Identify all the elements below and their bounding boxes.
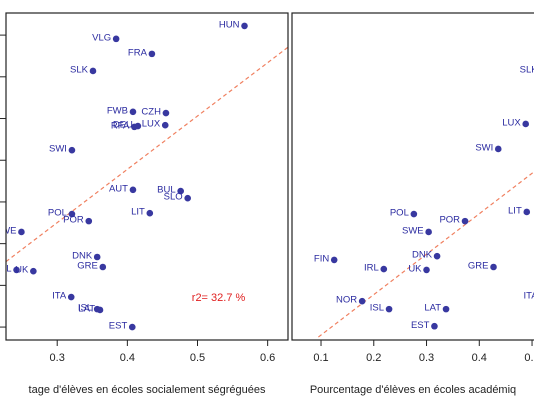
point-label: ISL <box>370 303 384 314</box>
point-label: SLK <box>520 64 534 75</box>
annotation: r2= 32.7 % <box>192 292 246 304</box>
point <box>112 35 120 43</box>
point-label: POR <box>439 215 460 226</box>
x-axis-label: tage d'élèves en écoles socialement ségr… <box>29 384 266 396</box>
point-label: LIT <box>131 207 145 218</box>
point-label: SWI <box>475 142 493 153</box>
x-tick-label: 0.4 <box>472 352 487 364</box>
point <box>128 323 136 331</box>
point-label: LAT <box>78 303 95 314</box>
point-label: SWE <box>0 225 16 236</box>
point <box>129 186 137 194</box>
point <box>146 209 154 217</box>
x-tick-label: 0.6 <box>260 352 275 364</box>
point <box>96 306 104 314</box>
x-tick-label: 0.3 <box>50 352 65 364</box>
point <box>129 108 137 116</box>
point <box>30 267 37 275</box>
point-label: SLK <box>70 64 89 75</box>
point-label: NOR <box>336 295 357 306</box>
point <box>162 109 170 117</box>
point-label: EST <box>411 320 430 331</box>
point-label: CZH <box>141 107 161 118</box>
point-label: UK <box>15 265 29 276</box>
point <box>13 266 20 274</box>
point-label: LAT <box>424 303 441 314</box>
point-label: DNK <box>72 251 93 262</box>
point <box>380 265 388 273</box>
point <box>358 297 366 305</box>
point <box>68 146 76 154</box>
point-label: SLO <box>164 192 183 203</box>
x-tick-label: 0.5 <box>190 352 205 364</box>
point <box>85 217 93 225</box>
point <box>494 145 502 153</box>
x-tick-label: 0.5 <box>524 352 534 364</box>
point <box>177 187 184 195</box>
point <box>184 194 191 202</box>
point <box>68 210 76 218</box>
point-label: FIN <box>314 253 329 264</box>
point-label: DEU <box>113 120 133 131</box>
point <box>148 50 156 58</box>
point-label: FWB <box>107 105 128 116</box>
panel: SLK LUX SWI POL POR LIT SWE DNK FIN IRL UK GRE ITA NO… <box>314 64 534 338</box>
point <box>433 252 441 260</box>
panel-frame <box>5 12 289 341</box>
point <box>490 263 497 271</box>
point-label: ISL <box>78 303 92 314</box>
point <box>431 322 438 330</box>
point <box>461 217 469 225</box>
point <box>522 120 530 128</box>
point-label: SWE <box>402 225 424 236</box>
point <box>425 228 432 236</box>
panel-frame <box>291 12 534 341</box>
point-label: POL <box>390 208 409 219</box>
x-tick-label: 0.4 <box>120 352 135 364</box>
point-label: ITA <box>52 291 67 302</box>
point-label: AUT <box>109 183 128 194</box>
point-label: POR <box>63 215 84 226</box>
point-label: SWI <box>49 144 67 155</box>
point-label: ITA <box>524 291 534 302</box>
point <box>99 263 107 271</box>
point-label: HUN <box>219 19 240 30</box>
point <box>442 305 450 313</box>
point-label: IRL <box>0 263 12 274</box>
point-label: FRA <box>128 47 148 58</box>
point-label: IRL <box>364 263 379 274</box>
trend-line <box>6 46 288 263</box>
point-label: GRE <box>77 261 98 272</box>
point-label: UK <box>408 263 422 274</box>
point-label: DNK <box>412 250 433 261</box>
point <box>241 22 248 30</box>
point <box>385 305 393 313</box>
point-label: GRE <box>468 261 489 272</box>
point <box>523 208 531 216</box>
point <box>18 228 25 236</box>
point <box>89 67 97 75</box>
point <box>93 253 101 261</box>
point <box>330 256 338 264</box>
point-label: LUX <box>502 117 521 128</box>
point-label: EST <box>109 321 128 332</box>
point-label: LIT <box>508 205 522 216</box>
point-label: RFA <box>111 120 130 131</box>
point-label: BUL <box>157 185 175 196</box>
point <box>134 122 142 130</box>
trend-line <box>318 171 534 338</box>
point <box>67 293 75 301</box>
point <box>410 210 418 218</box>
x-axis-label: Pourcentage d'élèves en écoles académiq <box>310 384 516 396</box>
point-label: LUX <box>142 119 161 130</box>
x-tick-label: 0.1 <box>313 352 328 364</box>
point <box>423 266 430 274</box>
point <box>161 121 169 129</box>
point-label: POL <box>48 208 67 219</box>
x-tick-label: 0.2 <box>366 352 381 364</box>
point-label: VLG <box>92 32 111 43</box>
x-tick-label: 0.3 <box>419 352 434 364</box>
